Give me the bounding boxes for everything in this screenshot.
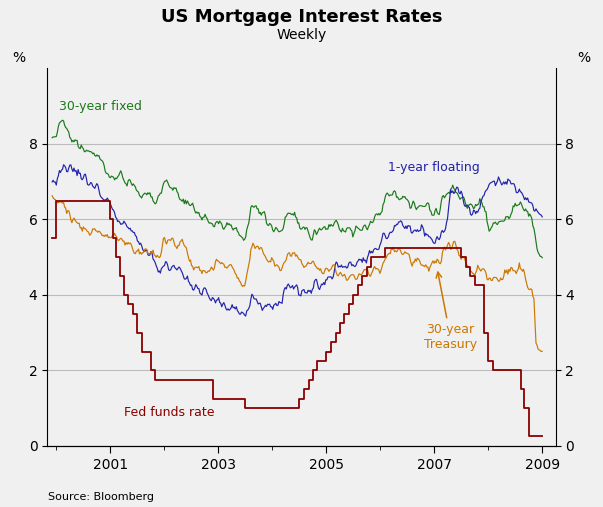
Text: Source: Bloomberg: Source: Bloomberg xyxy=(48,492,154,502)
Text: 30-year
Treasury: 30-year Treasury xyxy=(424,272,477,351)
Text: Weekly: Weekly xyxy=(276,28,327,42)
Text: Fed funds rate: Fed funds rate xyxy=(124,406,215,419)
Text: 1-year floating: 1-year floating xyxy=(388,161,480,174)
Text: 30-year fixed: 30-year fixed xyxy=(59,100,142,113)
Text: US Mortgage Interest Rates: US Mortgage Interest Rates xyxy=(161,8,442,26)
Text: %: % xyxy=(577,51,590,64)
Text: %: % xyxy=(13,51,26,64)
